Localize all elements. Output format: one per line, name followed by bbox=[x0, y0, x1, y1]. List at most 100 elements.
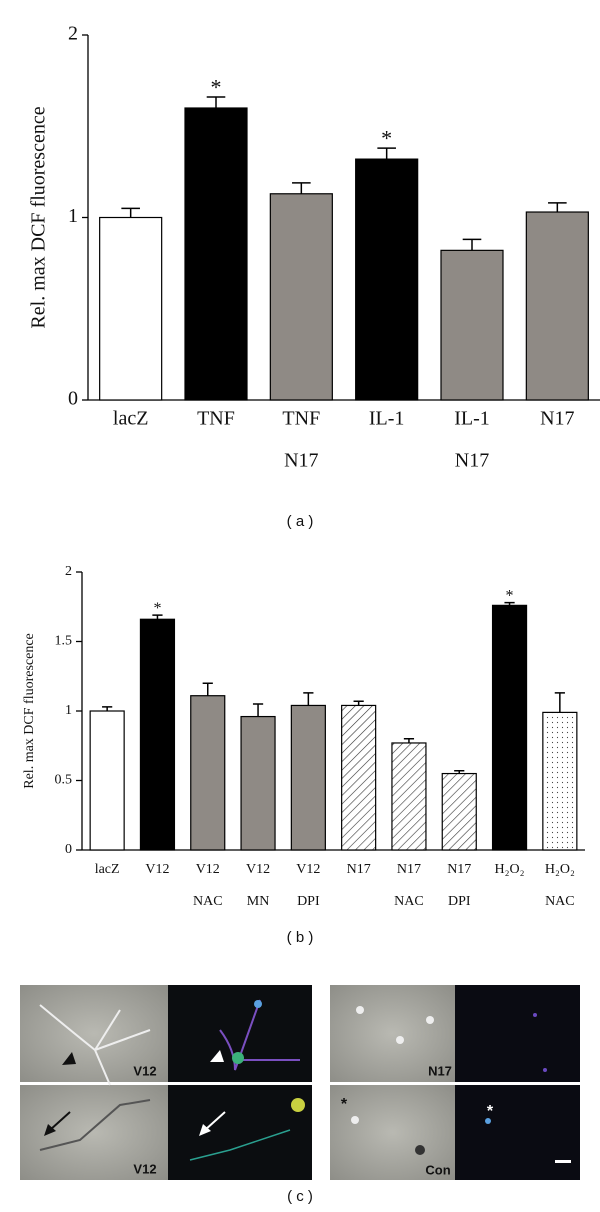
x-tick-label: N17 bbox=[447, 862, 471, 877]
bar bbox=[139, 618, 176, 851]
cell-signal bbox=[219, 999, 300, 1071]
cell-signal bbox=[254, 1000, 262, 1008]
error-bar bbox=[504, 601, 515, 606]
phase-image bbox=[20, 985, 168, 1082]
bar bbox=[542, 711, 578, 851]
fluorescence-image bbox=[455, 985, 580, 1082]
error-bar bbox=[102, 706, 113, 711]
x-tick-label: N17 bbox=[284, 450, 318, 472]
cell-signal bbox=[189, 1129, 291, 1161]
y-tick-label: 1 bbox=[65, 703, 72, 718]
fluorescence-image bbox=[455, 1085, 580, 1180]
y-axis-label: Rel. max DCF fluorescence bbox=[28, 106, 50, 328]
error-bar bbox=[403, 738, 415, 743]
x-tick-label: N17 bbox=[540, 408, 574, 430]
bar bbox=[441, 772, 477, 851]
cell bbox=[356, 1006, 364, 1014]
cell bbox=[426, 1016, 434, 1024]
bar bbox=[190, 695, 226, 851]
x-tick-label: V12 bbox=[296, 862, 320, 877]
phase-image bbox=[330, 985, 455, 1082]
bar bbox=[440, 249, 504, 401]
panel-caption: ( a ) bbox=[287, 513, 314, 530]
x-tick-label: N17 bbox=[397, 862, 421, 877]
error-bar bbox=[292, 182, 311, 194]
image-marker: * bbox=[487, 1103, 494, 1120]
bar bbox=[184, 107, 248, 401]
y-tick-label: 0.5 bbox=[55, 773, 73, 788]
x-tick-label: TNF bbox=[282, 408, 320, 430]
x-tick-label: N17 bbox=[455, 450, 489, 472]
cell-signal bbox=[485, 1118, 491, 1124]
arrow bbox=[204, 1111, 226, 1131]
error-bar bbox=[548, 202, 567, 213]
phase-image bbox=[330, 1085, 455, 1180]
bar bbox=[89, 710, 125, 851]
arrowhead bbox=[210, 1050, 224, 1062]
error-bar bbox=[252, 703, 264, 717]
bar bbox=[240, 715, 276, 851]
cell-signal bbox=[533, 1013, 537, 1017]
x-tick-label: NAC bbox=[545, 894, 575, 909]
image-label: V12 bbox=[133, 1063, 156, 1078]
cell-outline bbox=[39, 1099, 151, 1151]
y-tick-label: 1 bbox=[68, 205, 78, 227]
image-label: N17 bbox=[428, 1063, 452, 1078]
error-bar bbox=[152, 614, 163, 620]
fluorescence-image bbox=[168, 985, 312, 1082]
bar bbox=[491, 604, 528, 851]
x-tick-label: IL-1 bbox=[454, 408, 490, 430]
significance-marker: * bbox=[506, 588, 514, 605]
significance-marker: * bbox=[153, 600, 161, 617]
arrow bbox=[49, 1111, 71, 1131]
x-tick-label: lacZ bbox=[95, 862, 120, 877]
image-label: Con bbox=[425, 1162, 450, 1177]
x-tick-label: N17 bbox=[347, 862, 371, 877]
x-tick-label: lacZ bbox=[113, 408, 149, 430]
x-tick-label: V12 bbox=[196, 862, 220, 877]
scale-bar bbox=[555, 1160, 571, 1163]
error-bar bbox=[206, 96, 226, 108]
error-bar bbox=[303, 692, 314, 706]
x-tick-label: DPI bbox=[297, 894, 320, 909]
x-tick-label: H₂O₂ bbox=[545, 862, 575, 877]
x-tick-label: V12 bbox=[145, 862, 169, 877]
error-bar bbox=[554, 692, 565, 713]
bar bbox=[341, 704, 377, 851]
image-marker: * bbox=[341, 1096, 348, 1113]
x-tick-label: NAC bbox=[193, 894, 223, 909]
x-tick-label: NAC bbox=[394, 894, 424, 909]
arrow bbox=[44, 1124, 56, 1136]
cell-signal bbox=[291, 1098, 305, 1112]
error-bar bbox=[121, 207, 140, 218]
cell bbox=[396, 1036, 404, 1044]
y-axis-label: Rel. max DCF fluorescence bbox=[22, 633, 37, 789]
error-bar bbox=[454, 770, 465, 774]
cell bbox=[351, 1116, 359, 1124]
y-tick-label: 0 bbox=[68, 388, 78, 410]
bar bbox=[99, 216, 163, 401]
bar bbox=[525, 211, 589, 401]
cell-signal bbox=[232, 1052, 244, 1064]
significance-marker: * bbox=[211, 74, 222, 99]
y-tick-label: 1.5 bbox=[55, 634, 73, 649]
x-tick-label: IL-1 bbox=[369, 408, 405, 430]
x-tick-label: H₂O₂ bbox=[495, 862, 525, 877]
panel-caption: ( c ) bbox=[287, 1188, 313, 1205]
fluorescence-image bbox=[168, 1085, 312, 1180]
bar bbox=[391, 742, 427, 851]
micrograph-panel: V12 V12 N17 Con * * bbox=[20, 985, 580, 1180]
y-tick-label: 2 bbox=[68, 23, 78, 45]
arrowhead bbox=[62, 1052, 76, 1065]
y-tick-label: 0 bbox=[65, 842, 72, 857]
bar bbox=[269, 193, 333, 401]
cell-outline bbox=[39, 1004, 151, 1086]
cell bbox=[415, 1145, 425, 1155]
arrow bbox=[199, 1124, 211, 1136]
image-label: V12 bbox=[133, 1161, 156, 1176]
panel-caption: ( b ) bbox=[287, 929, 314, 946]
error-bar bbox=[202, 682, 213, 696]
y-tick-label: 2 bbox=[65, 564, 72, 579]
x-tick-label: V12 bbox=[246, 862, 270, 877]
